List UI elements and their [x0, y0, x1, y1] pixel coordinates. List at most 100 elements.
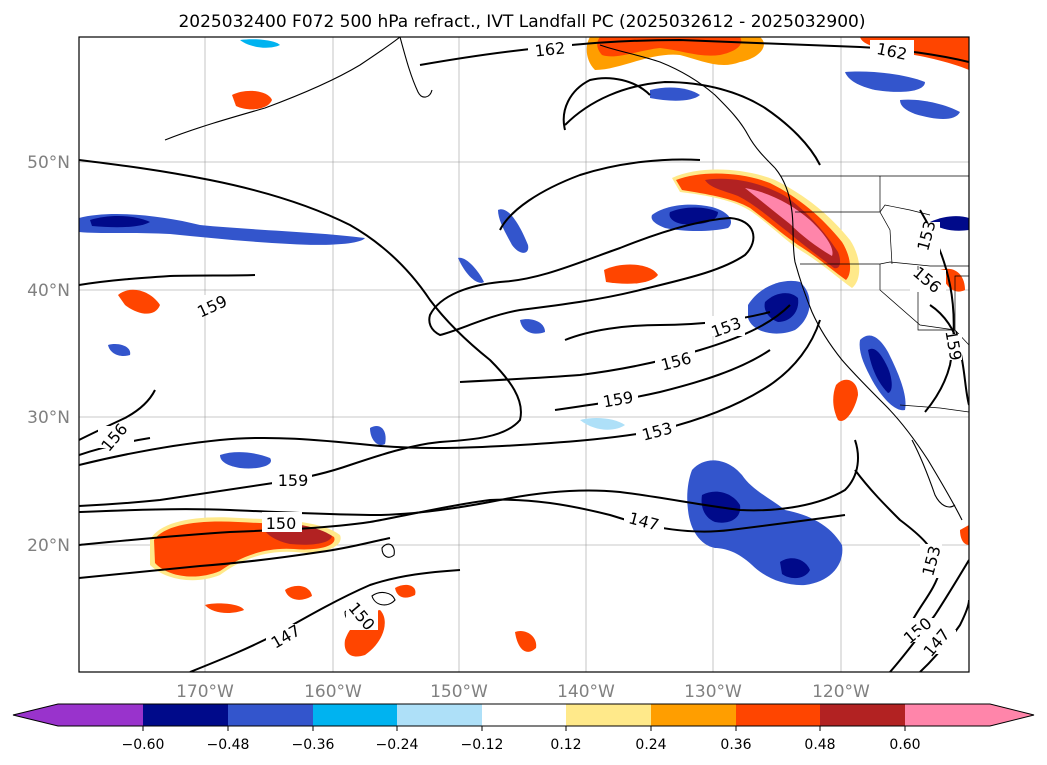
cbar-label-neg012: −0.12: [461, 737, 504, 753]
contour-label-bg: [870, 40, 914, 60]
shade-positive-pnw-red: [705, 178, 841, 269]
colorbar-extend-high: [990, 704, 1034, 726]
colorbar-tick-labels: −0.60 −0.48 −0.36 −0.24 −0.12 0.12 0.24 …: [122, 737, 921, 753]
cbar-label-neg048: −0.48: [207, 737, 250, 753]
contour-147-east: [919, 599, 969, 672]
coast-aleutians: [164, 37, 401, 141]
contour-label-162-a: 162: [534, 38, 566, 60]
lat-label-30n: 30°N: [27, 408, 70, 428]
contour-159-upper-w: [79, 274, 256, 286]
lat-label-20n: 20°N: [27, 536, 70, 556]
shade-negative-light-c: [580, 417, 625, 430]
coast-hawaii-2: [371, 591, 396, 606]
shade-positive-blob-b: [118, 289, 160, 314]
contour-label-bg: [918, 222, 940, 254]
shade-negative-ne: [900, 99, 960, 119]
shade-negative-west: [79, 214, 365, 245]
colorbar-ticks: [142, 726, 906, 731]
border-ut-az: [917, 266, 969, 331]
coast-bc-washington: [774, 167, 963, 521]
colorbar-segment-3: [228, 704, 313, 726]
cbar-label-neg060: −0.60: [122, 737, 165, 753]
coast-alaska-west: [399, 37, 433, 98]
contour-147-south: [79, 537, 391, 579]
shade-positive-blob-f: [515, 630, 537, 652]
map-frame: [78, 36, 970, 673]
shade-negative-coast-dark: [764, 293, 799, 322]
shade-negative-top-right: [845, 71, 925, 92]
contour-label-bg: [920, 630, 956, 654]
shaded-field: [79, 37, 969, 657]
contour-label-bg: [266, 624, 306, 648]
shade-positive-blob-j: [940, 268, 965, 292]
coastlines: [164, 37, 963, 622]
border-wa-or: [795, 204, 931, 216]
contour-156-west: [79, 389, 156, 441]
colorbar-segment-8: [651, 704, 736, 726]
shade-negative-subtropics: [687, 460, 843, 586]
contour-156-upper: [499, 158, 701, 231]
contour-label-bg: [192, 295, 232, 315]
cbar-label-pos024: 0.24: [635, 737, 666, 753]
lat-label-50n: 50°N: [27, 153, 70, 173]
contour-147-sw: [189, 569, 461, 672]
shade-positive-blob-h: [285, 585, 312, 600]
colorbar-segment-10: [820, 704, 905, 726]
lat-label-40n: 40°N: [27, 281, 70, 301]
contour-label-159-b: 159: [278, 471, 309, 490]
cbar-label-pos048: 0.48: [804, 737, 835, 753]
contour-159-west: [79, 159, 522, 507]
contour-159-jet: [554, 349, 771, 411]
figure-title: 2025032400 F072 500 hPa refract., IVT La…: [178, 12, 865, 32]
cbar-label-pos060: 0.60: [889, 737, 920, 753]
colorbar-segment-2: [143, 704, 228, 726]
contour-label-bg: [624, 510, 664, 530]
shade-negative-mid-e: [370, 425, 386, 446]
contour-label-bg: [920, 544, 942, 578]
lon-label-150w: 150°W: [430, 682, 488, 702]
contour-153-main: [79, 319, 821, 466]
shade-negative-light-b: [108, 344, 131, 356]
contour-label-bg: [910, 270, 946, 292]
contour-150-main: [79, 439, 859, 517]
colorbar-extend-low: [13, 704, 58, 726]
map-panel: 162 162 159 159 159 159 156 156 156 153 …: [27, 36, 970, 702]
contour-label-bg: [272, 470, 312, 490]
shade-positive-blob-g: [395, 584, 416, 598]
colorbar-segment-11: [905, 704, 990, 726]
shade-positive-blob-i: [205, 603, 244, 613]
contour-label-bg: [636, 420, 676, 440]
border-or-ca: [800, 261, 969, 267]
coast-hawaii-3: [381, 543, 395, 558]
contour-150-east: [889, 559, 969, 672]
shade-negative-mid-b: [220, 452, 271, 469]
contour-label-150-a: 150: [266, 514, 297, 533]
colorbar-segment-6: [482, 704, 566, 726]
lon-label-170w: 170°W: [176, 682, 234, 702]
contour-147-main: [79, 498, 846, 546]
lon-label-140w: 140°W: [557, 682, 615, 702]
coast-alaska-panhandle: [599, 44, 776, 169]
cbar-label-pos012: 0.12: [550, 737, 581, 753]
contour-label-bg: [598, 388, 638, 408]
contour-159-arc: [564, 80, 821, 166]
colorbar-segment-4: [313, 704, 397, 726]
shade-negative-calif-dark: [868, 348, 892, 393]
shade-negative-mid-c: [520, 319, 545, 334]
lat-labels: 50°N 40°N 30°N 20°N: [27, 153, 70, 556]
cbar-label-neg036: −0.36: [292, 737, 335, 753]
shade-negative-light-a: [240, 39, 280, 48]
height-contours: [79, 38, 969, 672]
contour-label-bg: [655, 350, 695, 370]
shade-positive-blob-c: [604, 264, 658, 284]
shade-negative-mid-d: [458, 257, 484, 283]
border-mexico: [899, 404, 969, 413]
contour-156-jet: [459, 304, 791, 383]
contour-156-gyre: [428, 216, 755, 337]
shade-negative-subtropics-dark-2: [780, 558, 810, 579]
contour-label-bg: [262, 512, 302, 532]
cbar-label-neg024: −0.24: [376, 737, 419, 753]
shade-positive-blob-a: [232, 90, 272, 110]
colorbar: −0.60 −0.48 −0.36 −0.24 −0.12 0.12 0.24 …: [12, 703, 1035, 753]
